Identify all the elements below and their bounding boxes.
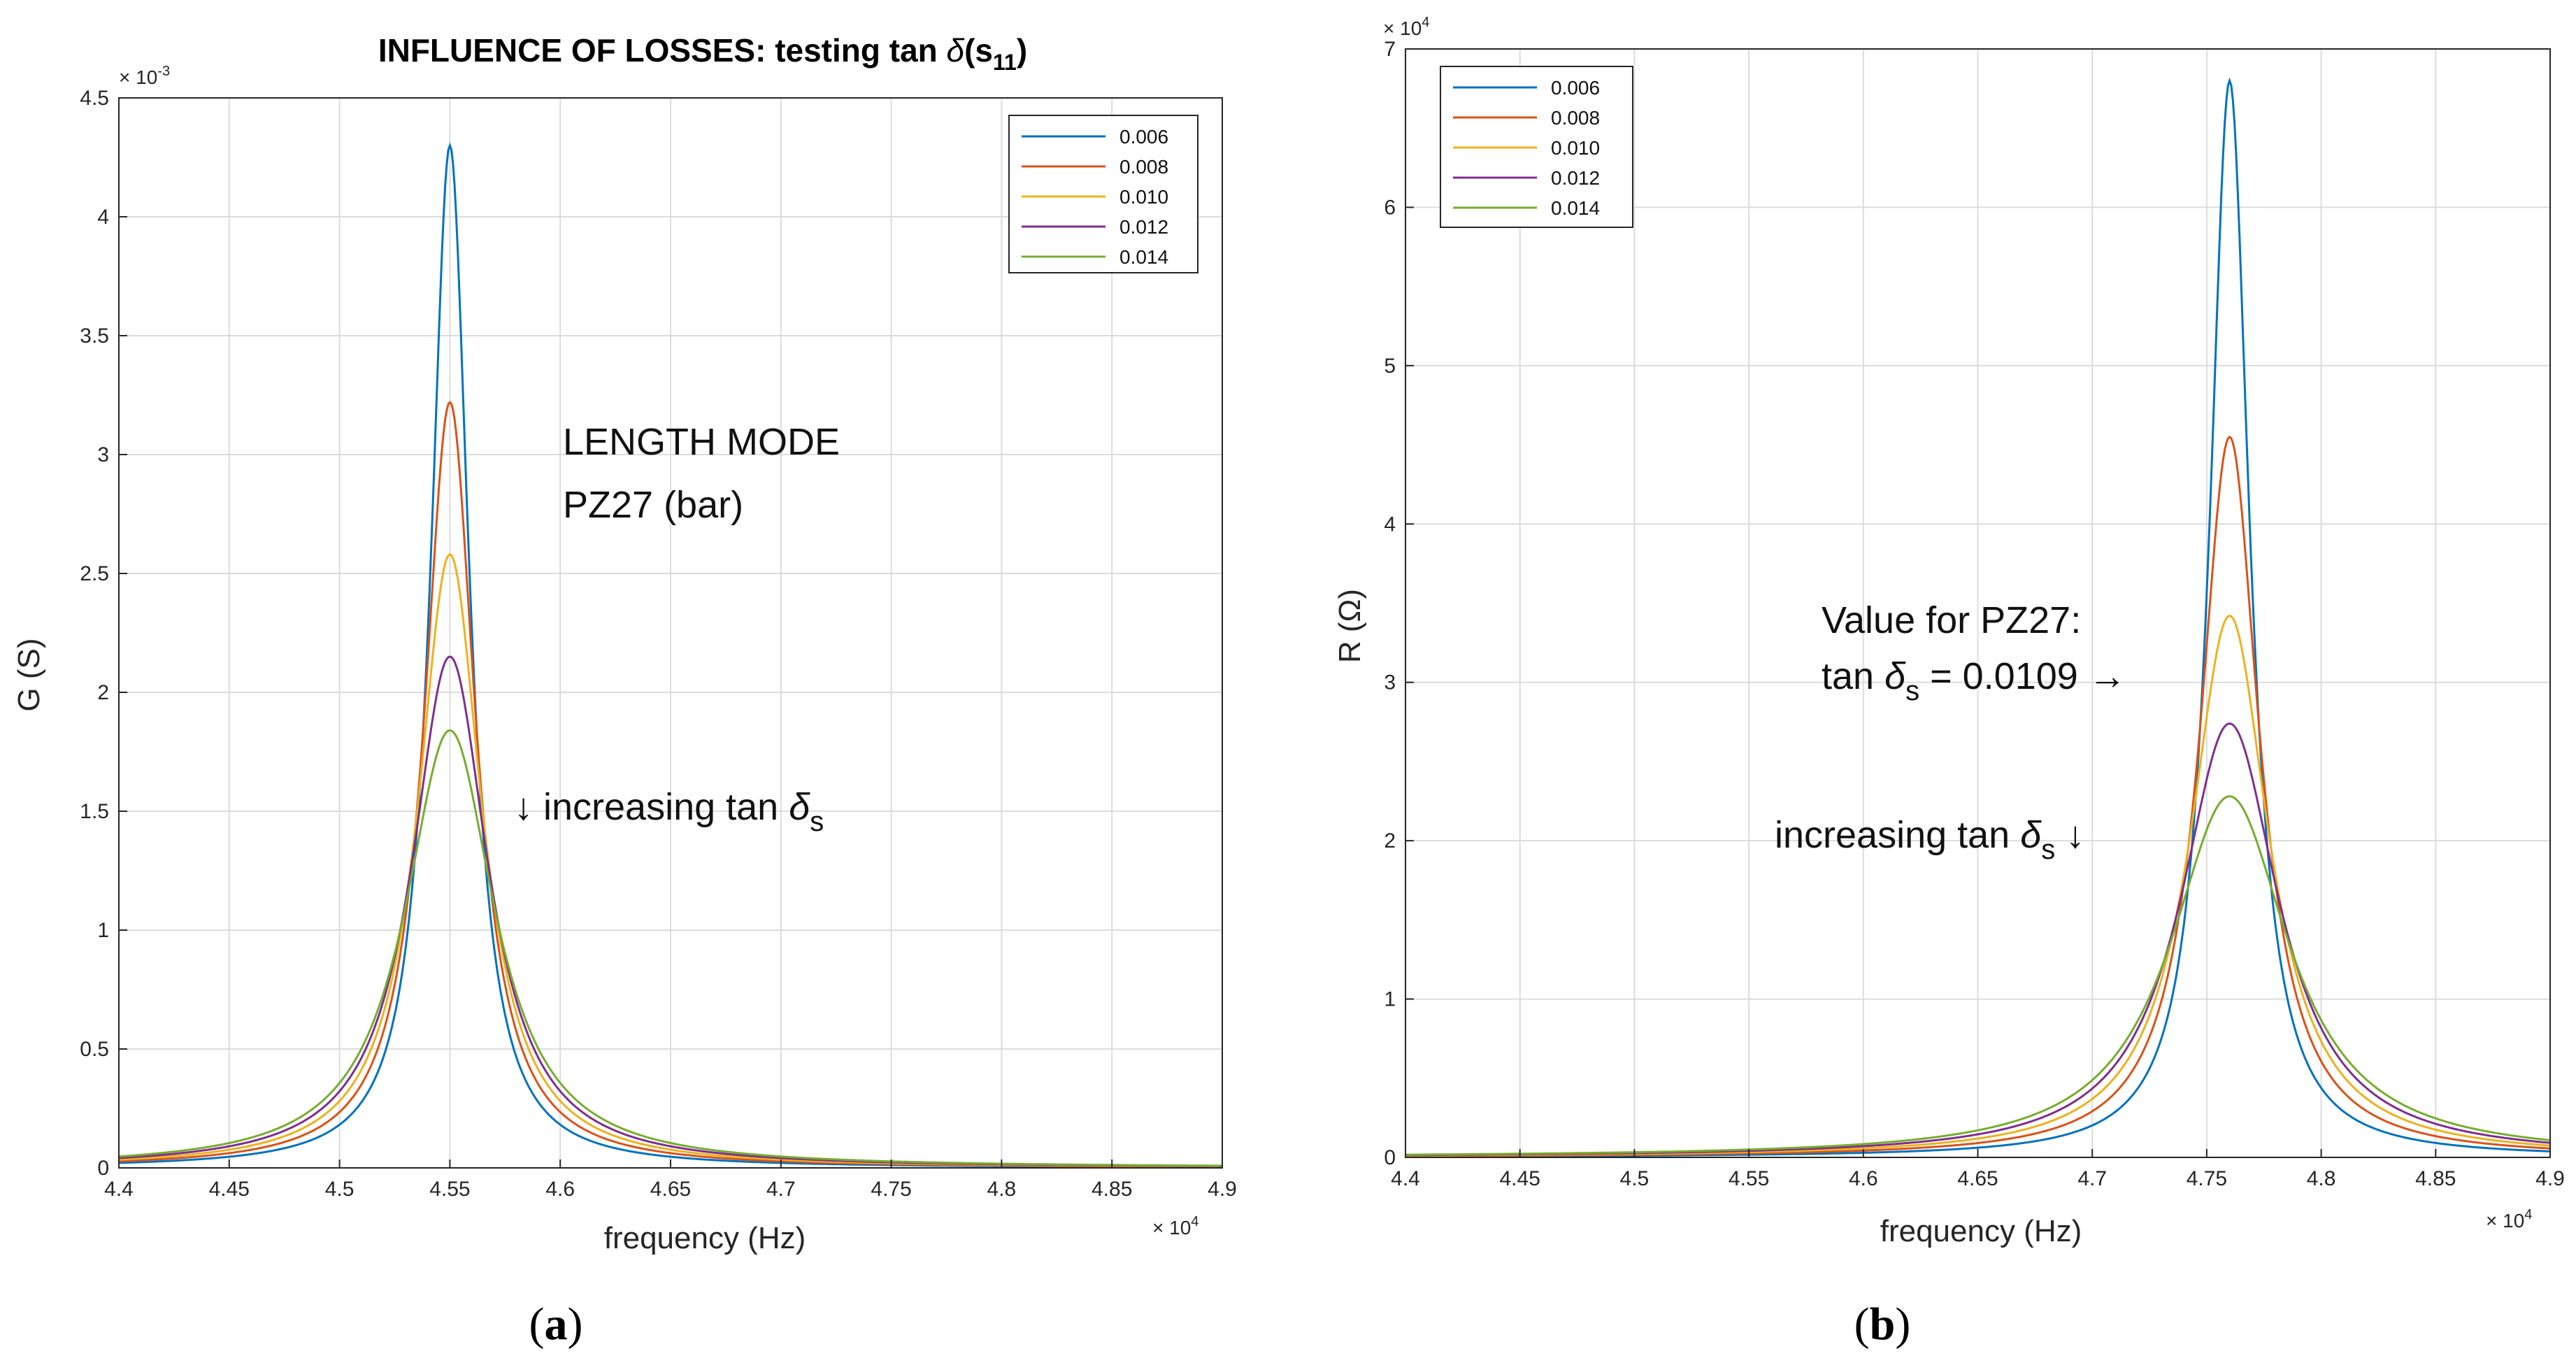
panel-a-y-tick-label: 3.5 [80,324,109,348]
panel-a-y-tick-label: 1 [97,919,109,942]
panel-a-x-tick-label: 4.8 [987,1178,1017,1201]
panel-a-y-tick-label: 2 [97,681,109,704]
panel-b-y-tick-label: 2 [1384,829,1396,852]
panel-a-chart: 4.4 4.45 4.5 4.55 4.6 4.65 4.7 4.75 4.8 4.85 4.9 0 0… [12,32,1237,1350]
panel-b-x-tick-label: 4.7 [2077,1167,2107,1190]
panel-a-y-multiplier: × 10-3 [119,64,170,88]
panel-b-chart: 4.4 4.45 4.5 4.55 4.6 4.65 4.7 4.75 4.8 4.85 4.9 0 1… [1333,15,2565,1350]
panel-b-x-tick-label: 4.45 [1500,1167,1540,1190]
panel-a-y-tick-label: 4.5 [80,87,109,110]
panel-a-material-label: PZ27 (bar) [563,484,743,526]
panel-b-x-tick-label: 4.85 [2415,1167,2456,1190]
panel-b-y-label: R (Ω) [1333,589,1367,663]
panel-a-y-tick-label: 4 [97,206,109,229]
panel-b-y-tick-label: 7 [1384,38,1396,61]
panel-b-y-tick-label: 4 [1384,513,1396,536]
panel-a-title: INFLUENCE OF LOSSES: testing tan δ(s11) [378,32,1027,75]
panel-b-x-multiplier: × 104 [2486,1207,2532,1232]
panel-a-x-tick-label: 4.45 [209,1178,250,1201]
panel-b-x-tick-label: 4.8 [2307,1167,2336,1190]
panel-a-y-tick-label: 0 [97,1157,109,1180]
panel-b-series-0.014 [1405,795,2551,1156]
panel-b-legend-label: 0.006 [1551,77,1600,99]
panel-a-mode-label: LENGTH MODE [563,421,840,463]
panel-b-legend-label: 0.008 [1551,107,1600,129]
panel-b-y-tick-label: 5 [1384,355,1396,378]
panel-a-caption: (a) [529,1299,583,1350]
panel-a-x-tick-label: 4.5 [325,1178,355,1201]
panel-a-increasing-annotation: ↓ increasing tan δs [514,786,824,837]
panel-a-x-tick-label: 4.65 [650,1178,691,1201]
panel-a-legend-label: 0.008 [1119,156,1168,178]
panel-a-ticks: 4.4 4.45 4.5 4.55 4.6 4.65 4.7 4.75 4.8 4.85 4.9 0 0… [80,87,1237,1201]
panel-a-x-tick-label: 4.55 [429,1178,470,1201]
panel-b-x-tick-label: 4.65 [1957,1167,1998,1190]
panel-a-y-tick-label: 2.5 [80,562,109,585]
panel-b-y-tick-label: 3 [1384,671,1396,694]
panel-b-y-multiplier: × 104 [1383,15,1429,39]
panel-a-x-tick-label: 4.85 [1092,1178,1132,1201]
panel-b-legend-label: 0.014 [1551,197,1600,219]
panel-b-x-tick-label: 4.4 [1391,1167,1420,1190]
panel-b-legend-label: 0.012 [1551,167,1600,189]
panel-a-x-tick-label: 4.9 [1208,1178,1237,1201]
panel-a-x-tick-label: 4.75 [871,1178,911,1201]
panel-a-x-multiplier: × 104 [1152,1214,1198,1239]
panel-a-y-tick-label: 1.5 [80,800,109,823]
panel-b-x-tick-label: 4.9 [2535,1167,2565,1190]
panel-b-legend: 0.006 0.008 0.010 0.012 0.014 [1440,66,1633,228]
panel-b-x-tick-label: 4.55 [1729,1167,1769,1190]
panel-b-caption: (b) [1854,1299,1911,1350]
panel-a-x-tick-label: 4.6 [545,1178,575,1201]
panel-a-legend-label: 0.006 [1119,126,1168,148]
panel-b-x-tick-label: 4.5 [1620,1167,1650,1190]
panel-a-x-tick-label: 4.7 [766,1178,796,1201]
panel-a-legend: 0.006 0.008 0.010 0.012 0.014 [1008,115,1198,273]
panel-b-x-tick-label: 4.6 [1849,1167,1878,1190]
panel-a-legend-label: 0.014 [1119,246,1168,268]
panel-b-increasing-annotation: increasing tan δs ↓ [1775,814,2084,865]
panel-b-y-tick-label: 0 [1384,1146,1396,1169]
panel-a-legend-box [1008,115,1198,273]
panel-a-y-tick-label: 0.5 [80,1038,109,1061]
panel-b-x-tick-label: 4.75 [2187,1167,2227,1190]
panel-a-y-tick-label: 3 [97,443,109,466]
panel-b-value-label: Value for PZ27: [1822,599,2081,641]
panel-a-series-0.014 [118,729,1222,1167]
panel-b-ticks: 4.4 4.45 4.5 4.55 4.6 4.65 4.7 4.75 4.8 4.85 4.9 0 1… [1384,38,2565,1190]
panel-a-legend-label: 0.012 [1119,216,1168,238]
panel-b-y-tick-label: 1 [1384,988,1396,1011]
panel-a-y-label: G (S) [12,638,46,711]
panel-b-x-label: frequency (Hz) [1880,1214,2082,1248]
panel-a-curves [118,142,1222,1169]
panel-a-legend-label: 0.010 [1119,186,1168,208]
panel-b-legend-label: 0.010 [1551,137,1600,159]
panel-b-value-equation: tan δs = 0.0109 → [1822,655,2126,706]
panel-b-curves [1405,77,2551,1158]
panel-a-x-tick-label: 4.4 [104,1178,134,1201]
panel-b-y-tick-label: 6 [1384,196,1396,219]
panel-a-x-label: frequency (Hz) [604,1221,806,1255]
